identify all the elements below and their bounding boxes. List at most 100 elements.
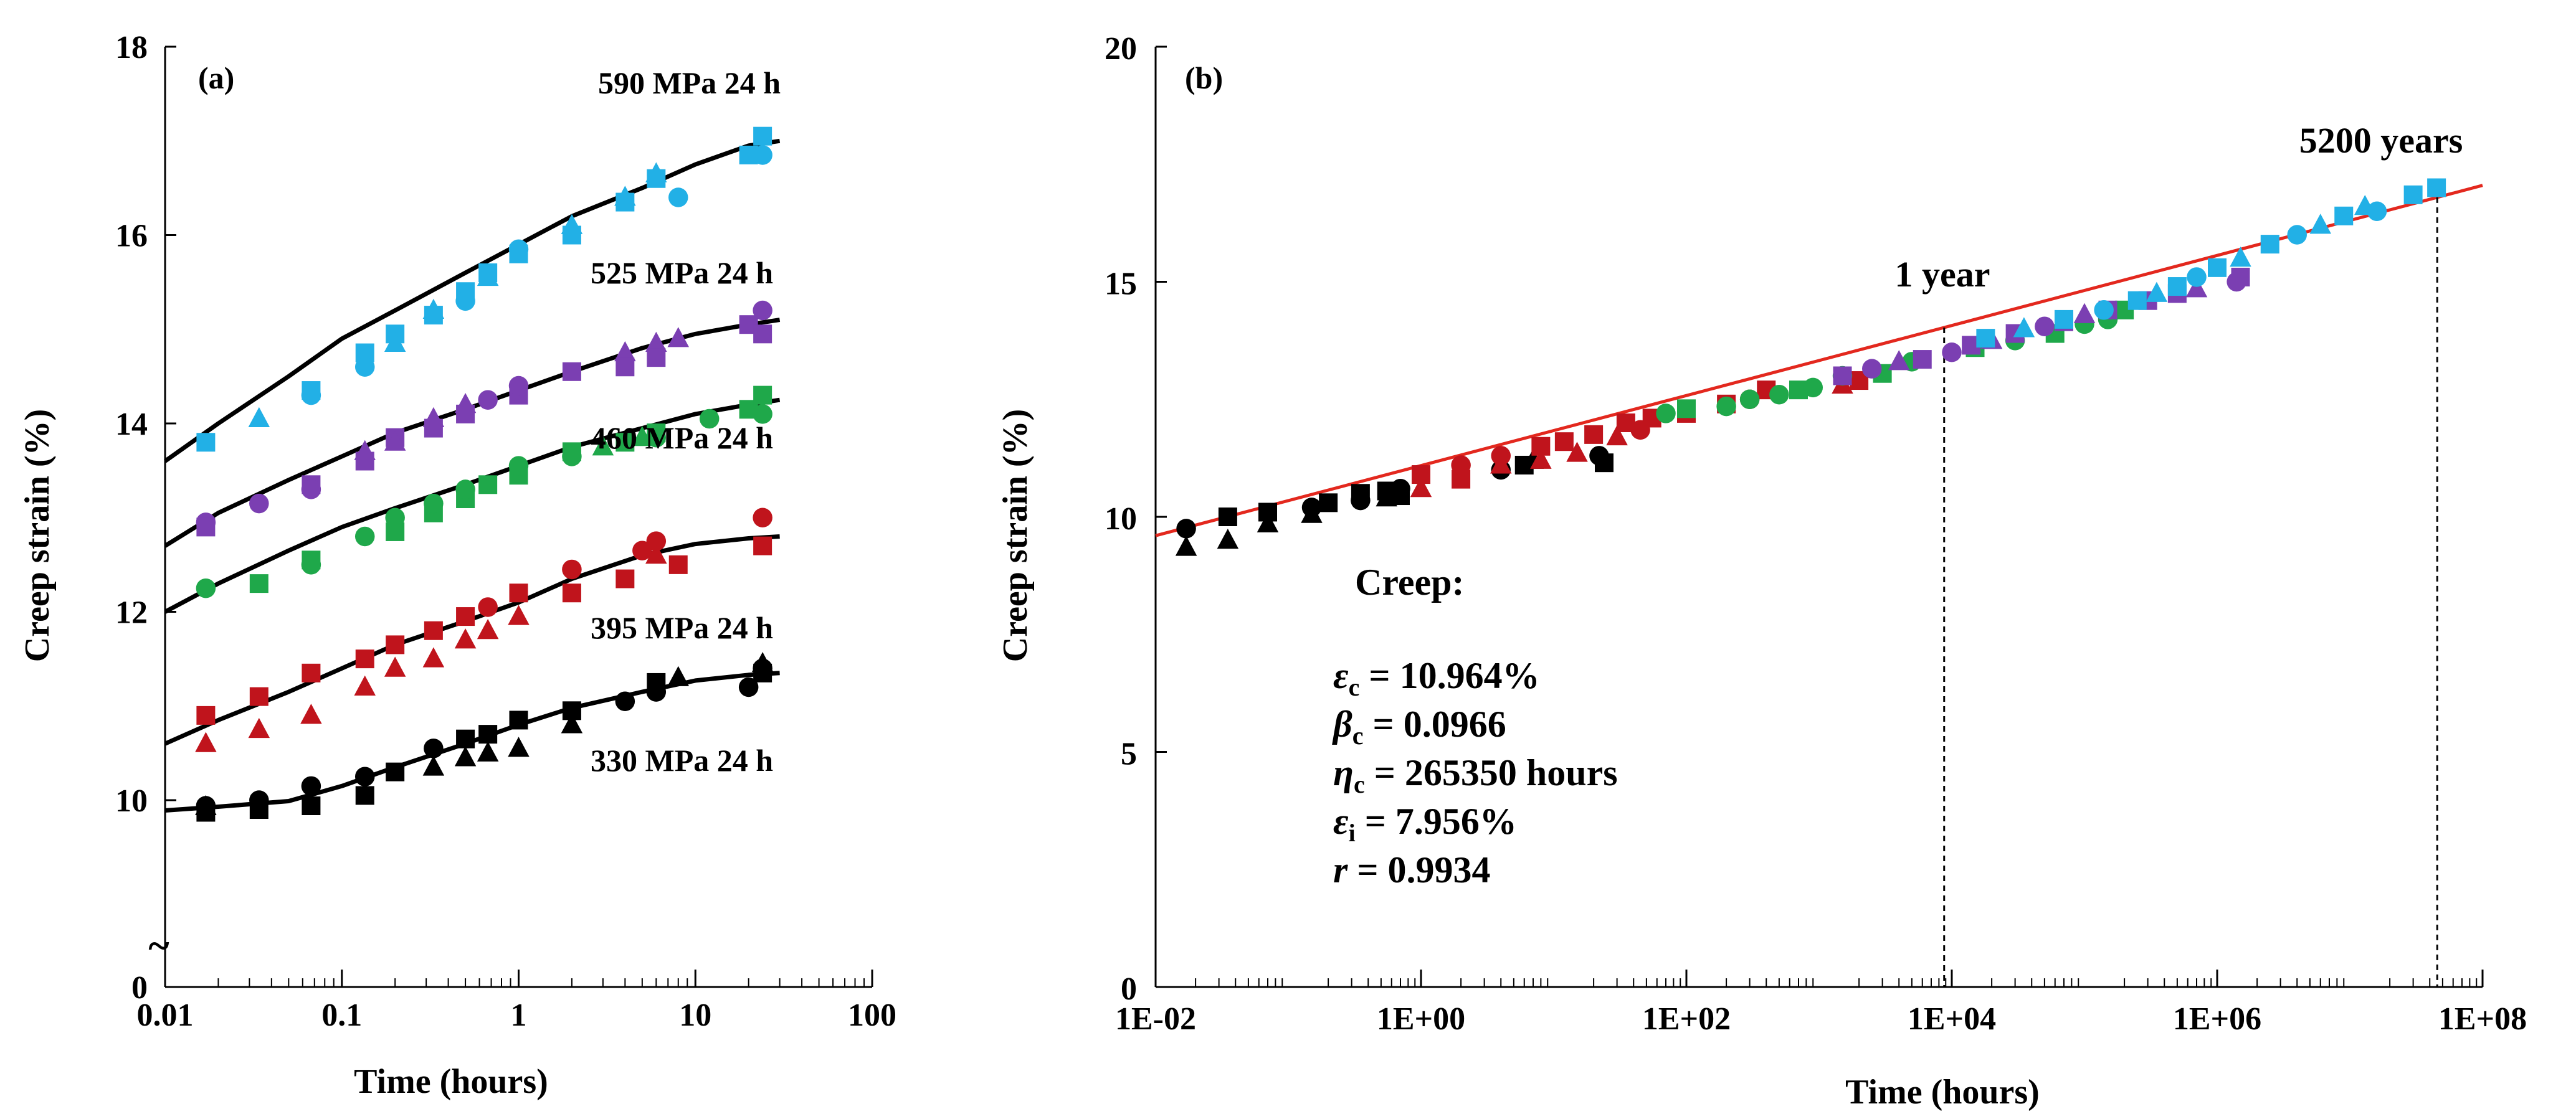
panel-a-axis-break: ~: [148, 923, 169, 968]
panel-a-data-point-square: [355, 649, 374, 669]
panel-b-data-point-square: [1554, 432, 1574, 451]
panel-a-ytick-label: 18: [115, 30, 148, 65]
panel-a-series-label: 330 MPa 24 h: [591, 743, 773, 778]
param-value: = 10.964%: [1359, 655, 1539, 696]
panel-a-data-point-circle: [668, 187, 688, 207]
panel-a-data-point-circle: [562, 446, 582, 466]
panel-a-xtick-label: 100: [848, 998, 896, 1033]
panel-b-data-point-circle: [1656, 404, 1676, 423]
panel-a-data-point-circle: [508, 375, 529, 396]
panel-a-data-point-square: [249, 574, 269, 593]
panel-a-data-point-square: [668, 555, 688, 574]
panel-b-data-point-square: [2167, 277, 2187, 296]
panel-a-data-point-circle: [646, 427, 667, 448]
panel-b-param-line: r = 0.9934: [1333, 849, 1491, 890]
panel-a-data-point-triangle: [454, 628, 477, 649]
panel-a-xtick-label: 1: [511, 998, 527, 1033]
panel-a-data-point-triangle: [667, 327, 690, 347]
panel-a-data-point-circle: [455, 479, 475, 499]
panel-a-data-point-square: [302, 663, 321, 682]
panel-a-data-point-circle: [753, 300, 772, 321]
panel-a-data-point-circle: [478, 597, 498, 617]
panel-a-ylabel: Creep strain (%): [18, 409, 57, 662]
panel-a-data-point-square: [386, 762, 405, 781]
panel-a-data-point-triangle: [422, 755, 445, 776]
panel-a-data-point-triangle: [508, 605, 530, 625]
panel-b-param-line: εi = 7.956%: [1333, 801, 1517, 847]
params-title: Creep:: [1355, 562, 1465, 603]
panel-b-data-point-triangle: [2309, 214, 2331, 234]
panel-a-ytick-label: 10: [115, 783, 148, 819]
param-symbol: β: [1332, 704, 1352, 745]
panel-a-xlabel: Time (hours): [354, 1062, 548, 1101]
panel-a-data-point-circle: [562, 559, 582, 580]
panel-a-data-point-triangle: [384, 430, 406, 451]
panel-a-data-point-triangle: [422, 407, 445, 427]
panel-a-data-point-circle: [753, 508, 772, 527]
panel-b-data-point-circle: [1942, 342, 1962, 362]
panel-b-data-point-square: [2260, 235, 2279, 254]
panel-b-plot: 0 5 10 15 20 1E-02 1E+00 1E+02 1E+04 1E+06 1E+08 1 …: [1105, 31, 2527, 1037]
panel-b-data-point-circle: [2035, 316, 2055, 336]
panel-a-data-point-triangle: [354, 675, 376, 696]
panel-a-ytick-label: 0: [131, 970, 148, 1006]
panel-b-data-point-circle: [2287, 225, 2307, 245]
panel-a-data-point-circle: [615, 691, 635, 711]
panel-a-data-point-triangle: [561, 713, 583, 734]
panel-a-ytick-label: 16: [115, 219, 148, 254]
panel-a-data-point-triangle: [477, 741, 499, 762]
panel-a-data-point-square: [615, 569, 635, 588]
panel-a-data-point-circle: [753, 145, 772, 165]
panel-b-ytick-label: 0: [1121, 971, 1137, 1007]
panel-a-data-point-triangle: [645, 331, 667, 352]
panel-a-data-point-square: [386, 635, 405, 654]
panel-a-data-point-triangle: [384, 331, 406, 352]
panel-a-data-point-circle: [196, 578, 216, 598]
param-value: = 0.9934: [1347, 849, 1490, 890]
panel-a-data-point-triangle: [561, 214, 583, 234]
panel-a-data-point-square: [562, 362, 581, 381]
panel-b-xtick-label: 1E+06: [2173, 1001, 2261, 1037]
panel-b-data-point-triangle: [1301, 503, 1323, 523]
panel-a-data-point-circle: [632, 541, 652, 560]
panel-a-data-point-square: [753, 385, 772, 405]
param-subscript: i: [1349, 819, 1356, 847]
panel-a-data-point-square: [302, 796, 321, 815]
panel-b-ytick-label: 20: [1105, 31, 1137, 67]
panel-a-data-point-circle: [508, 239, 529, 259]
panel-a-series-label: 590 MPa 24 h: [598, 65, 781, 100]
panel-b-data-point-square: [1677, 399, 1696, 418]
panel-a-xtick-label: 0.1: [321, 998, 362, 1033]
panel-b-xlabel: Time (hours): [1845, 1073, 2040, 1112]
panel-a-data-point-square: [647, 348, 666, 367]
panel-a-ytick-label: 12: [115, 595, 148, 631]
panel-a-data-point-square: [647, 673, 666, 692]
panel-a-data-point-circle: [354, 526, 375, 547]
panel-b-data-point-triangle: [1257, 512, 1279, 532]
panel-b-data-point-circle: [1862, 359, 1882, 379]
panel-a-fit-curve: [163, 138, 781, 463]
param-value: = 0.0966: [1364, 704, 1506, 745]
panel-b-xtick-label: 1E+08: [2438, 1001, 2527, 1037]
panel-a-data-point-square: [509, 583, 528, 603]
panel-b-annotation-label: 1 year: [1895, 254, 1990, 295]
param-value: = 7.956%: [1356, 801, 1517, 842]
panel-a-data-point-square: [753, 126, 772, 146]
panel-a-series-label: 460 MPa 24 h: [591, 420, 773, 455]
panel-b-data-point-square: [1531, 437, 1551, 456]
panel-b-data-point-square: [2127, 291, 2147, 310]
panel-b-data-point-triangle: [2146, 281, 2168, 302]
panel-b-data-point-triangle: [1410, 476, 1432, 498]
param-symbol: r: [1333, 849, 1348, 890]
panel-a-data-point-square: [196, 803, 216, 822]
panel-b-data-point-square: [1319, 493, 1338, 512]
panel-a-data-point-triangle: [592, 435, 614, 456]
panel-b-data-point-circle: [2367, 201, 2387, 221]
panel-a-data-point-circle: [385, 508, 405, 527]
panel-a-data-point-triangle: [195, 732, 217, 752]
panel-a-plot: 0 10 12 14 16 18 ~0.01 0.1 1 10 100 590 MPa 24 h 525…: [115, 30, 896, 1033]
param-value: = 265350 hours: [1365, 752, 1618, 793]
param-symbol: η: [1333, 752, 1354, 793]
